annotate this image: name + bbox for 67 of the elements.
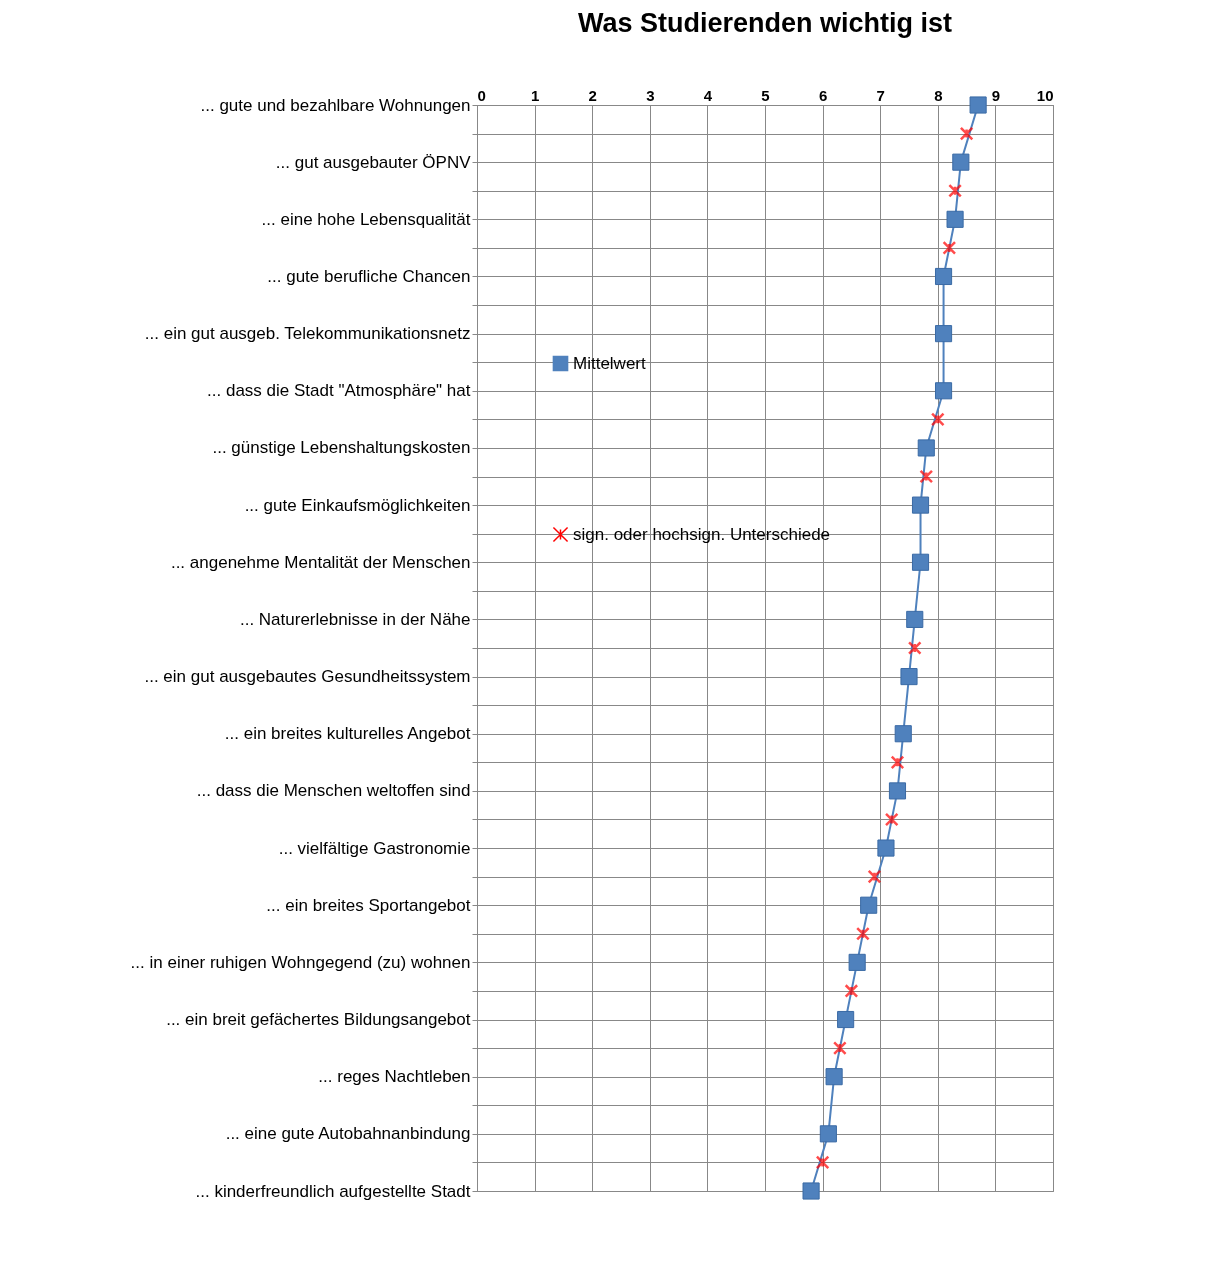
x-tick-label: 0 [477, 86, 486, 104]
x-tick-label: 2 [588, 86, 597, 104]
point [935, 325, 953, 343]
point [917, 439, 935, 457]
point [969, 96, 987, 114]
point [948, 183, 963, 198]
point [906, 610, 924, 628]
point [844, 984, 859, 998]
y-tick-label: ... dass die Menschen weltoffen sind [196, 781, 471, 801]
x-tick-label: 9 [991, 86, 1001, 104]
point [819, 1125, 837, 1143]
point [894, 725, 912, 743]
point [935, 267, 953, 286]
y-tick-label: ... gut ausgebauter ÖPNV [275, 152, 472, 172]
point [942, 240, 957, 255]
point [900, 668, 918, 686]
x-tick-label: 10 [1036, 86, 1054, 104]
y-tick-label: ... ein breit gefächertes Bildungsangebot [166, 1010, 471, 1030]
y-tick-label: ... gute berufliche Chancen [267, 266, 471, 286]
y-tick-label: ... eine hohe Lebensqualität [261, 209, 471, 229]
x-tick-label: 8 [934, 86, 943, 104]
x-tick-label: 4 [703, 86, 713, 104]
y-tick-label: ... vielfältige Gastronomie [278, 838, 471, 858]
point [946, 210, 964, 228]
y-tick-label: ... gute und bezahlbare Wohnungen [200, 95, 471, 115]
point [952, 153, 970, 171]
point [860, 896, 878, 914]
y-tick-label: ... kinderfreundlich aufgestellte Stadt [195, 1181, 471, 1201]
point [919, 469, 934, 484]
point [959, 126, 974, 141]
y-tick-label: ... günstige Lebenshaltungskosten [212, 438, 471, 458]
x-tick-label: 6 [818, 86, 828, 104]
legend-label: Mittelwert [573, 353, 647, 373]
point [867, 869, 882, 884]
point [884, 812, 899, 827]
point [877, 839, 895, 857]
point [930, 412, 945, 427]
point [832, 1041, 847, 1056]
point [815, 1155, 830, 1170]
point [911, 496, 930, 514]
point [935, 382, 953, 400]
point [911, 553, 930, 571]
point [802, 1182, 820, 1200]
y-tick-label: ... reges Nachtleben [318, 1067, 471, 1087]
y-tick-label: ... eine gute Autobahnanbindung [225, 1124, 471, 1144]
y-tick-label: ... ein gut ausgebautes Gesundheitssystem [144, 667, 471, 687]
point [907, 641, 922, 655]
y-tick-label: ... gute Einkaufsmöglichkeiten [244, 495, 471, 515]
y-tick-label: ... ein breites kulturelles Angebot [224, 724, 471, 744]
y-tick-label: ... in einer ruhigen Wohngegend (zu) wohnen [130, 952, 471, 972]
point [890, 755, 905, 770]
point [825, 1068, 843, 1086]
y-tick-label: ... dass die Stadt "Atmosphäre" hat [207, 381, 471, 401]
y-tick-label: ... ein gut ausgeb. Telekommunikationsnetz [144, 324, 471, 344]
x-tick-label: 1 [530, 86, 540, 104]
x-tick-label: 5 [761, 86, 770, 104]
x-tick-label: 7 [876, 86, 885, 104]
point [855, 926, 870, 941]
point [837, 1010, 855, 1029]
y-tick-label: ... Naturerlebnisse in der Nähe [239, 609, 471, 629]
point [848, 953, 866, 971]
legend-label: sign. oder hochsign. Unterschiede [573, 524, 831, 544]
chart-title: Was Studierenden wichtig ist [577, 8, 953, 38]
point [888, 782, 907, 800]
y-tick-label: ... ein breites Sportangebot [266, 895, 471, 915]
y-tick-label: ... angenehme Mentalität der Menschen [170, 552, 471, 572]
x-tick-label: 3 [646, 86, 655, 104]
